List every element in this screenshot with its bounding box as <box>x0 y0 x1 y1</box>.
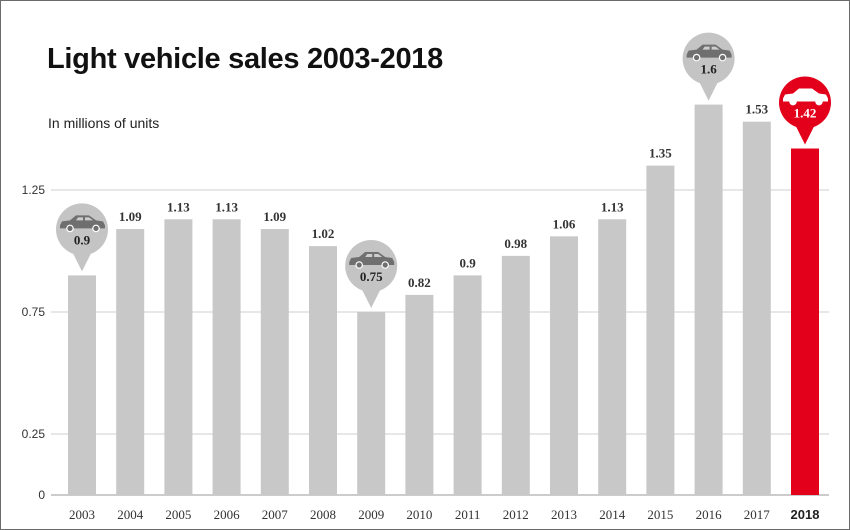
bar-value-label: 1.42 <box>794 106 817 121</box>
car-icon <box>349 252 395 269</box>
bar <box>116 229 145 496</box>
bar <box>212 219 241 495</box>
bar-value-label: 1.02 <box>312 226 335 241</box>
pin-tail <box>698 80 719 101</box>
y-tick-label: 0.25 <box>22 427 46 441</box>
bar <box>742 121 771 496</box>
bar-value-label: 0.9 <box>459 255 476 270</box>
car-wheel <box>789 97 797 106</box>
bar-value-label: 1.09 <box>263 209 286 224</box>
y-tick-label: 0.75 <box>22 305 46 319</box>
bar-value-label: 1.35 <box>649 146 672 161</box>
bar-value-label: 1.13 <box>215 199 238 214</box>
x-tick-label: 2009 <box>358 507 384 522</box>
car-wheel <box>718 53 727 62</box>
bar <box>646 165 675 495</box>
car-window <box>85 217 93 221</box>
bar-value-label: 1.09 <box>119 209 142 224</box>
bar <box>164 219 193 495</box>
x-tick-label: 2017 <box>744 507 771 522</box>
car-window <box>702 46 710 50</box>
x-tick-label: 2007 <box>262 507 289 522</box>
bars <box>68 104 819 496</box>
pin-marker: 1.6 <box>682 32 735 101</box>
x-tick-label: 2012 <box>503 507 529 522</box>
chart-subtitle: In millions of units <box>48 115 160 131</box>
bar <box>405 294 434 495</box>
bar <box>694 104 723 495</box>
bar-value-label: 1.13 <box>167 199 190 214</box>
bar-value-label: 1.6 <box>700 62 717 77</box>
bar-value-label: 1.06 <box>553 216 576 231</box>
x-tick-label: 2006 <box>214 507 241 522</box>
x-tick-label: 2003 <box>69 507 95 522</box>
car-icon <box>783 88 828 106</box>
car-wheel <box>815 97 823 106</box>
car-icon <box>60 215 105 233</box>
car-wheel <box>355 261 364 269</box>
pin-tail <box>72 251 92 272</box>
car-window <box>374 254 383 257</box>
x-tick-label: 2016 <box>696 507 723 522</box>
y-tick-label: 1.25 <box>22 183 46 197</box>
x-tick-label: 2005 <box>165 507 191 522</box>
car-window <box>799 90 806 94</box>
bar-value-label: 1.53 <box>745 102 768 117</box>
chart-title: Light vehicle sales 2003-2018 <box>47 43 443 75</box>
pin-circle <box>56 203 108 256</box>
x-tick-label: 2011 <box>455 507 481 522</box>
bar-value-label: 0.9 <box>74 232 91 247</box>
x-tick-label: 2014 <box>599 507 626 522</box>
car-wheel <box>66 224 74 233</box>
bar <box>598 219 627 495</box>
pin-circle <box>779 76 831 129</box>
car-window <box>365 254 373 257</box>
bar <box>501 255 530 495</box>
x-tick-label: 2015 <box>647 507 673 522</box>
car-window <box>808 90 816 94</box>
bar <box>68 275 96 495</box>
car-wheel <box>692 53 701 62</box>
x-axis-categories: 2003 2004 2005 2006 2007 2008 2009 2010 2011 2012… <box>69 507 819 522</box>
y-axis-ticks: 0 0.25 0.75 1.25 <box>22 183 46 502</box>
pin-marker: 0.75 <box>345 240 398 308</box>
bar-highlight <box>791 148 819 495</box>
pin-markers: 0.9 0.75 1.6 1.42 <box>56 32 831 308</box>
car-icon <box>686 44 732 62</box>
y-tick-label: 0 <box>38 488 45 502</box>
bar <box>357 312 386 495</box>
bar <box>453 275 482 495</box>
bar <box>260 229 289 496</box>
x-tick-label: 2013 <box>551 507 577 522</box>
car-wheel <box>381 261 390 269</box>
x-tick-label: 2008 <box>310 507 336 522</box>
pin-marker: 0.9 <box>56 203 108 272</box>
pin-marker: 1.42 <box>779 76 831 145</box>
pin-circle <box>682 32 735 85</box>
pin-circle <box>345 240 398 292</box>
car-window <box>76 217 83 221</box>
bar <box>309 246 337 495</box>
x-tick-label: 2018 <box>791 507 820 522</box>
bar <box>550 236 578 496</box>
bar-value-label: 0.98 <box>504 236 527 251</box>
bar-value-label: 0.82 <box>408 275 431 290</box>
car-wheel <box>92 224 100 233</box>
pin-tail <box>361 288 382 308</box>
bar-value-label: 1.13 <box>601 199 624 214</box>
value-labels: 1.09 1.13 1.13 1.09 1.02 0.82 0.9 0.98 1.06 1.13 1… <box>119 102 769 290</box>
bar-value-label: 0.75 <box>360 269 383 284</box>
pin-tail <box>795 124 815 145</box>
car-window <box>711 46 720 50</box>
x-tick-label: 2010 <box>406 507 432 522</box>
x-tick-label: 2004 <box>117 507 144 522</box>
